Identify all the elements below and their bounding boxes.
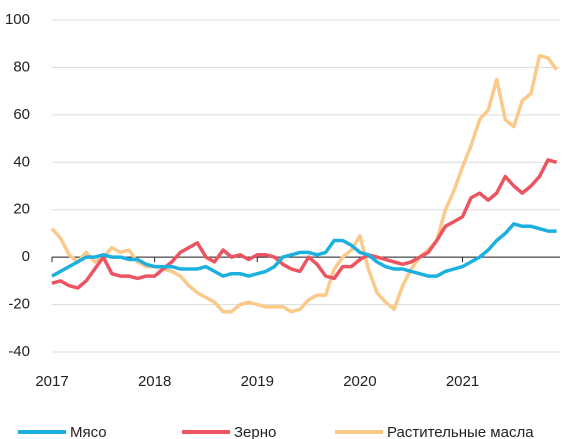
y-tick-label: 80 [13, 58, 30, 75]
x-tick-label: 2019 [241, 373, 274, 390]
y-tick-label: 100 [5, 11, 30, 28]
y-tick-label: 0 [22, 248, 30, 265]
y-tick-label: 20 [13, 201, 30, 218]
y-tick-label: 60 [13, 106, 30, 123]
x-tick-label: 2021 [446, 373, 479, 390]
legend-label: Зерно [234, 424, 276, 439]
series-line [51, 222, 557, 278]
series-line [51, 158, 558, 290]
x-tick-label: 2017 [35, 373, 68, 390]
y-tick-label: -40 [8, 343, 30, 360]
legend-label: Растительные масла [387, 424, 534, 439]
x-tick-label: 2020 [343, 373, 376, 390]
y-tick-label: -20 [8, 296, 30, 313]
legend-label: Мясо [70, 424, 107, 439]
series-line [50, 53, 559, 314]
y-tick-label: 40 [13, 153, 30, 170]
x-tick-label: 2018 [138, 373, 171, 390]
